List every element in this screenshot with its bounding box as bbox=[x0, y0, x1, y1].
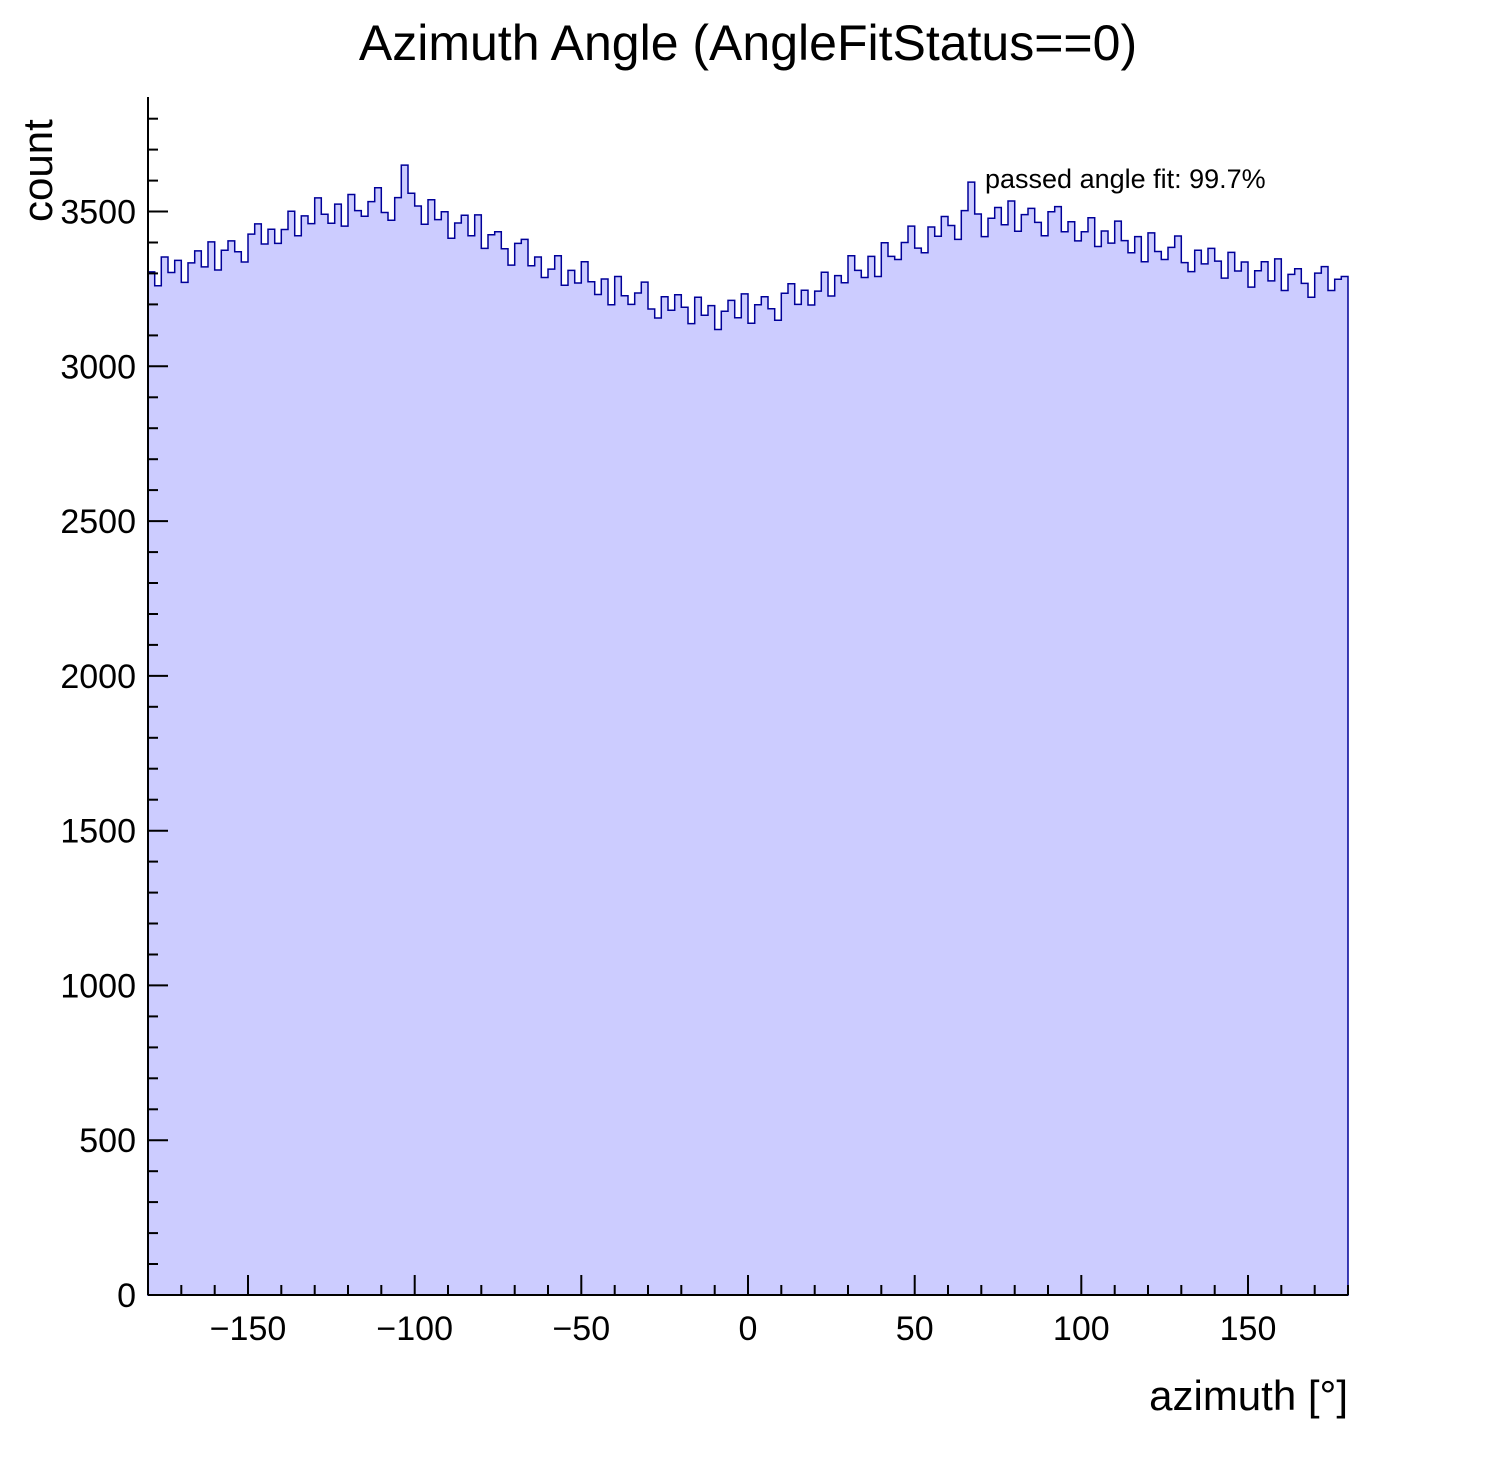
chart-title: Azimuth Angle (AngleFitStatus==0) bbox=[358, 15, 1138, 71]
x-tick-label: 100 bbox=[1053, 1310, 1110, 1348]
histogram-series bbox=[147, 164, 1349, 1296]
histogram-area bbox=[147, 164, 1349, 1296]
x-tick-label: −150 bbox=[210, 1310, 287, 1348]
y-axis-title: count bbox=[14, 119, 61, 222]
x-tick-label: −50 bbox=[552, 1310, 610, 1348]
y-tick-label: 2500 bbox=[60, 503, 136, 541]
y-tick-label: 0 bbox=[117, 1277, 136, 1315]
y-tick-label: 1000 bbox=[60, 967, 136, 1005]
x-tick-label: 150 bbox=[1220, 1310, 1277, 1348]
x-tick-label: 50 bbox=[896, 1310, 934, 1348]
y-tick-label: 3000 bbox=[60, 348, 136, 386]
y-tick-label: 2000 bbox=[60, 658, 136, 696]
x-tick-label: 0 bbox=[739, 1310, 758, 1348]
x-axis-title: azimuth [°] bbox=[1149, 1372, 1348, 1419]
passed-angle-fit-label: passed angle fit: 99.7% bbox=[985, 164, 1266, 194]
y-tick-label: 1500 bbox=[60, 813, 136, 851]
y-tick-label: 3500 bbox=[60, 194, 136, 232]
y-tick-label: 500 bbox=[79, 1122, 136, 1160]
x-axis bbox=[147, 1275, 1349, 1296]
x-tick-label: −100 bbox=[376, 1310, 453, 1348]
y-axis bbox=[147, 97, 168, 1296]
